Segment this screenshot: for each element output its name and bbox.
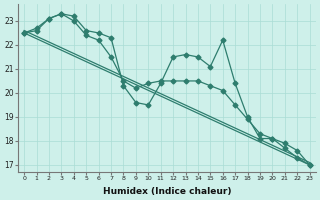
X-axis label: Humidex (Indice chaleur): Humidex (Indice chaleur) [103, 187, 231, 196]
